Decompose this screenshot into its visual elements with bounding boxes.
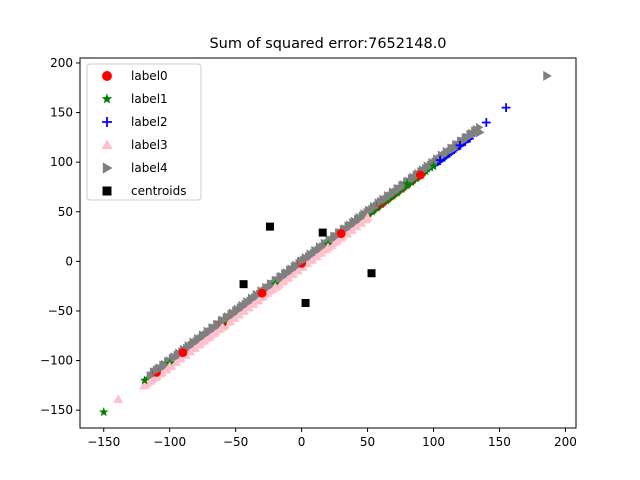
point-centroids — [367, 269, 376, 278]
band-label3 — [138, 215, 371, 390]
point-label3 — [164, 361, 175, 371]
point-label2 — [455, 140, 465, 150]
legend-label: label2 — [131, 115, 168, 129]
plot-area-frame — [79, 57, 577, 429]
y-tick-label: 0 — [65, 254, 73, 268]
legend-item-centroids: centroids — [102, 184, 187, 198]
x-tick-label: 200 — [554, 435, 577, 449]
point-centroids — [301, 299, 310, 308]
plot-points — [99, 70, 552, 417]
point-label3 — [323, 242, 333, 252]
legend-marker-label1 — [101, 93, 113, 104]
series-label3 — [113, 212, 373, 403]
point-label2 — [501, 103, 511, 112]
y-tick-label: 50 — [58, 205, 73, 219]
point-label1 — [99, 407, 109, 417]
point-label1 — [402, 179, 412, 188]
point-label4 — [297, 256, 307, 267]
x-tick-label: −100 — [153, 435, 186, 449]
legend-label: label1 — [131, 92, 168, 106]
point-centroids — [265, 222, 274, 231]
legend-marker-label3 — [101, 139, 113, 150]
point-label4 — [475, 127, 485, 138]
point-label4 — [152, 365, 162, 376]
legend-marker-label4 — [102, 162, 113, 174]
series-label4 — [152, 70, 552, 376]
y-axis: −150 −100 −50 0 50 100 150 200 — [40, 56, 80, 417]
point-label3 — [270, 282, 281, 291]
x-tick-label: −150 — [87, 435, 120, 449]
point-label1 — [428, 161, 439, 171]
y-tick-label: −50 — [48, 304, 73, 318]
x-axis: −150 −100 −50 0 50 100 150 200 — [87, 428, 577, 449]
point-centroids — [318, 228, 327, 237]
legend-item-label3: label3 — [101, 138, 168, 152]
series-centroids — [239, 222, 376, 308]
point-label0 — [336, 229, 346, 238]
x-tick-label: 100 — [422, 435, 445, 449]
point-label1 — [139, 375, 150, 385]
x-tick-label: −50 — [223, 435, 248, 449]
chart-title: Sum of squared error:7652148.0 — [209, 36, 446, 52]
point-label3 — [113, 394, 124, 403]
legend-label: label0 — [131, 69, 168, 83]
legend-label: label4 — [131, 161, 168, 175]
legend-marker-centroids — [102, 186, 112, 196]
x-tick-label: 50 — [360, 435, 375, 449]
legend-label: centroids — [131, 184, 187, 198]
legend: label0 label1 label2 label3 label4 centroids — [86, 63, 202, 201]
point-label3 — [362, 212, 373, 222]
legend-label: label3 — [131, 138, 168, 152]
legend-marker-label0 — [102, 71, 112, 81]
point-label4 — [543, 70, 552, 81]
point-label0 — [178, 348, 188, 358]
point-label4 — [218, 315, 228, 326]
x-tick-label: 0 — [298, 435, 306, 449]
y-tick-label: 100 — [50, 155, 73, 169]
legend-item-label1: label1 — [101, 92, 168, 106]
legend-box — [86, 63, 202, 201]
y-tick-label: 200 — [50, 56, 73, 70]
y-tick-label: −150 — [40, 403, 73, 417]
point-label3 — [217, 321, 228, 331]
point-label2 — [435, 155, 445, 165]
point-label0 — [257, 288, 267, 298]
legend-item-label2: label2 — [102, 115, 168, 129]
point-centroids — [239, 280, 248, 289]
y-tick-label: −100 — [40, 354, 73, 368]
legend-item-label0: label0 — [102, 69, 168, 83]
point-label2 — [481, 118, 491, 127]
x-tick-label: 150 — [488, 435, 511, 449]
y-tick-label: 150 — [50, 106, 73, 120]
legend-marker-label2 — [102, 117, 112, 127]
point-label0 — [415, 170, 425, 180]
point-label4 — [449, 144, 459, 155]
legend-item-label4: label4 — [102, 161, 168, 175]
series-label2 — [435, 103, 511, 165]
point-label4 — [377, 196, 386, 207]
